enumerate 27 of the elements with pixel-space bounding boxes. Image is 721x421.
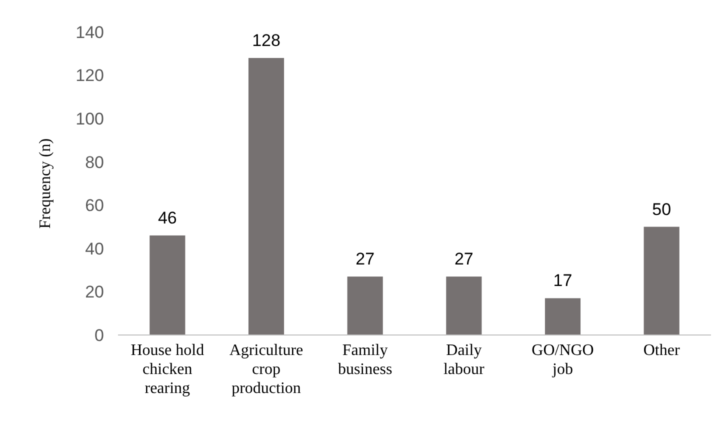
- y-tick-label: 60: [85, 196, 104, 216]
- bar: [347, 276, 383, 335]
- y-axis-title: Frequency (n): [37, 138, 54, 229]
- bar: [544, 298, 581, 335]
- y-tick-label: 0: [94, 326, 104, 345]
- bar: [248, 58, 284, 335]
- data-label: 46: [158, 208, 177, 228]
- bar: [150, 235, 186, 335]
- x-tick-label: Other: [643, 342, 680, 359]
- x-tick-label: Daily labour: [443, 342, 486, 378]
- x-tick-label: Agriculture crop production: [229, 342, 304, 397]
- bar: [644, 226, 680, 335]
- data-label: 27: [454, 250, 474, 269]
- y-tick-label: 100: [76, 110, 104, 129]
- y-tick-label: 80: [85, 152, 104, 172]
- y-tick-label: 20: [85, 282, 104, 302]
- y-tick-label: 120: [76, 66, 104, 86]
- data-label: 50: [652, 200, 672, 219]
- x-tick-label: GO/NGO job: [532, 342, 594, 378]
- x-tick-label: House hold chicken rearing: [130, 342, 204, 397]
- y-tick-label: 40: [85, 239, 104, 258]
- data-label: 128: [252, 30, 280, 50]
- bar: [446, 276, 482, 335]
- data-label: 27: [356, 250, 375, 269]
- data-label: 17: [553, 271, 572, 290]
- y-tick-label: 140: [76, 22, 104, 42]
- x-tick-label: Family business: [338, 342, 392, 378]
